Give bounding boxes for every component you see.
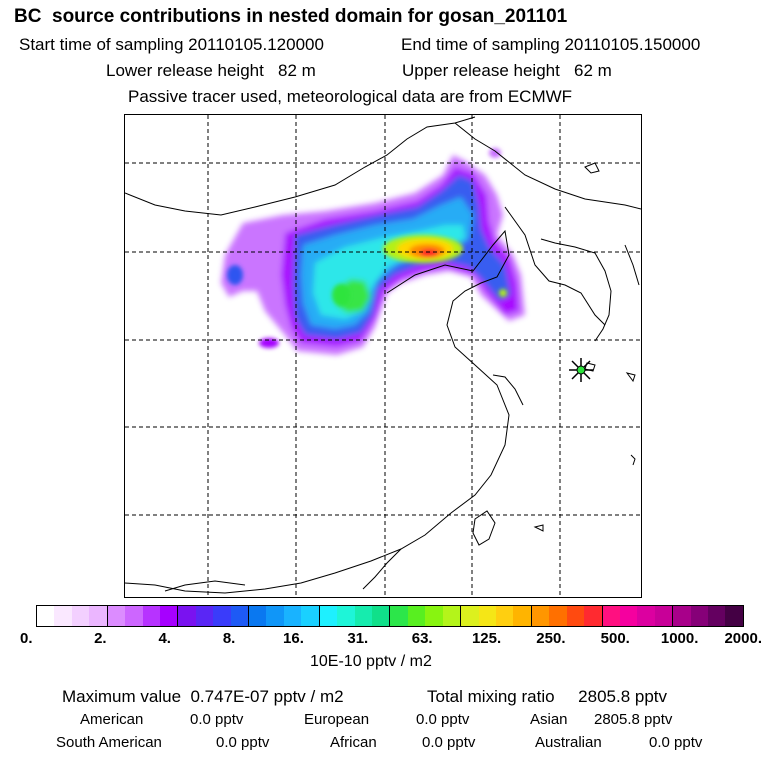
colorbar-swatch <box>89 606 108 626</box>
asian-label: Asian <box>530 711 568 728</box>
european-label: European <box>304 711 370 728</box>
colorbar-tick-label: 31. <box>347 630 369 647</box>
colorbar-swatch <box>407 606 426 626</box>
colorbar-swatch <box>442 606 462 626</box>
colorbar-swatch <box>619 606 638 626</box>
colorbar-swatch <box>673 606 691 626</box>
colorbar-swatch <box>461 606 479 626</box>
colorbar-swatch <box>478 606 496 626</box>
colorbar-swatch <box>107 606 126 626</box>
end-time-label: End time of sampling 20110105.150000 <box>401 35 701 54</box>
upper-release-height-label: Upper release height 62 m <box>402 61 612 80</box>
plume-blob-west <box>227 265 243 285</box>
colorbar <box>36 605 744 627</box>
plume-core-red <box>420 249 438 257</box>
colorbar-tick-label: 2000. <box>724 630 762 647</box>
colorbar-swatch <box>54 606 72 626</box>
start-time-label: Start time of sampling 20110105.120000 <box>19 35 324 54</box>
colorbar-swatch <box>159 606 179 626</box>
colorbar-tick-label: 0. <box>20 630 33 647</box>
colorbar-tick-label: 2. <box>94 630 107 647</box>
plume-speck-ne <box>489 148 501 158</box>
colorbar-swatch <box>690 606 709 626</box>
colorbar-swatch <box>337 606 355 626</box>
colorbar-tick-label: 250. <box>536 630 566 647</box>
african-value: 0.0 pptv <box>422 734 476 751</box>
colorbar-swatch <box>708 606 726 626</box>
map-panel <box>124 114 642 598</box>
colorbar-swatch <box>178 606 196 626</box>
colorbar-swatch <box>319 606 338 626</box>
colorbar-swatch <box>602 606 620 626</box>
colorbar-swatch <box>213 606 231 626</box>
colorbar-swatch <box>584 606 603 626</box>
map-title: BC source contributions in nested domain… <box>14 6 568 27</box>
tracer-note: Passive tracer used, meteorological data… <box>128 87 573 106</box>
colorbar-swatch <box>372 606 391 626</box>
map-canvas <box>125 115 641 597</box>
american-value: 0.0 pptv <box>190 711 244 728</box>
colorbar-swatch <box>142 606 160 626</box>
plume-spot-green <box>332 284 350 306</box>
colorbar-swatch <box>531 606 550 626</box>
coastlines <box>125 116 641 594</box>
colorbar-unit: 10E-10 pptv / m2 <box>310 653 432 670</box>
colorbar-swatch <box>266 606 284 626</box>
australian-value: 0.0 pptv <box>649 734 703 751</box>
tracer-plume <box>221 148 525 355</box>
colorbar-swatch <box>513 606 532 626</box>
colorbar-swatch <box>301 606 320 626</box>
south-american-value: 0.0 pptv <box>216 734 270 751</box>
colorbar-swatch <box>195 606 214 626</box>
colorbar-swatch <box>71 606 90 626</box>
south-american-label: South American <box>56 734 162 751</box>
colorbar-tick-label: 500. <box>600 630 630 647</box>
colorbar-tick-label: 63. <box>411 630 433 647</box>
american-label: American <box>80 711 144 728</box>
colorbar-swatch <box>125 606 143 626</box>
colorbar-swatch <box>654 606 674 626</box>
colorbar-tick-label: 4. <box>158 630 171 647</box>
colorbar-tick-label: 1000. <box>660 630 699 647</box>
colorbar-swatch <box>230 606 250 626</box>
colorbar-swatch <box>549 606 567 626</box>
colorbar-swatch <box>495 606 514 626</box>
colorbar-swatch <box>566 606 585 626</box>
european-value: 0.0 pptv <box>416 711 470 728</box>
colorbar-tick-label: 125. <box>471 630 502 647</box>
colorbar-swatch <box>37 606 55 626</box>
max-value-label: Maximum value 0.747E-07 pptv / m2 <box>62 687 344 706</box>
colorbar-swatch <box>425 606 443 626</box>
colorbar-swatch <box>354 606 373 626</box>
graticule <box>125 115 641 597</box>
colorbar-swatch <box>637 606 655 626</box>
lower-release-height-label: Lower release height 82 m <box>106 61 316 80</box>
receptor-star-icon <box>569 358 593 382</box>
colorbar-tick-label: 16. <box>283 630 304 647</box>
colorbar-tick-label: 8. <box>222 630 236 647</box>
colorbar-swatch <box>249 606 267 626</box>
colorbar-swatch <box>725 606 743 626</box>
colorbar-swatch <box>390 606 408 626</box>
african-label: African <box>330 734 377 751</box>
asian-value: 2805.8 pptv <box>594 711 673 728</box>
total-mixing-ratio-label: Total mixing ratio 2805.8 pptv <box>427 687 668 706</box>
colorbar-swatch <box>283 606 302 626</box>
plume-spot-lime <box>499 289 507 297</box>
australian-label: Australian <box>535 734 602 751</box>
